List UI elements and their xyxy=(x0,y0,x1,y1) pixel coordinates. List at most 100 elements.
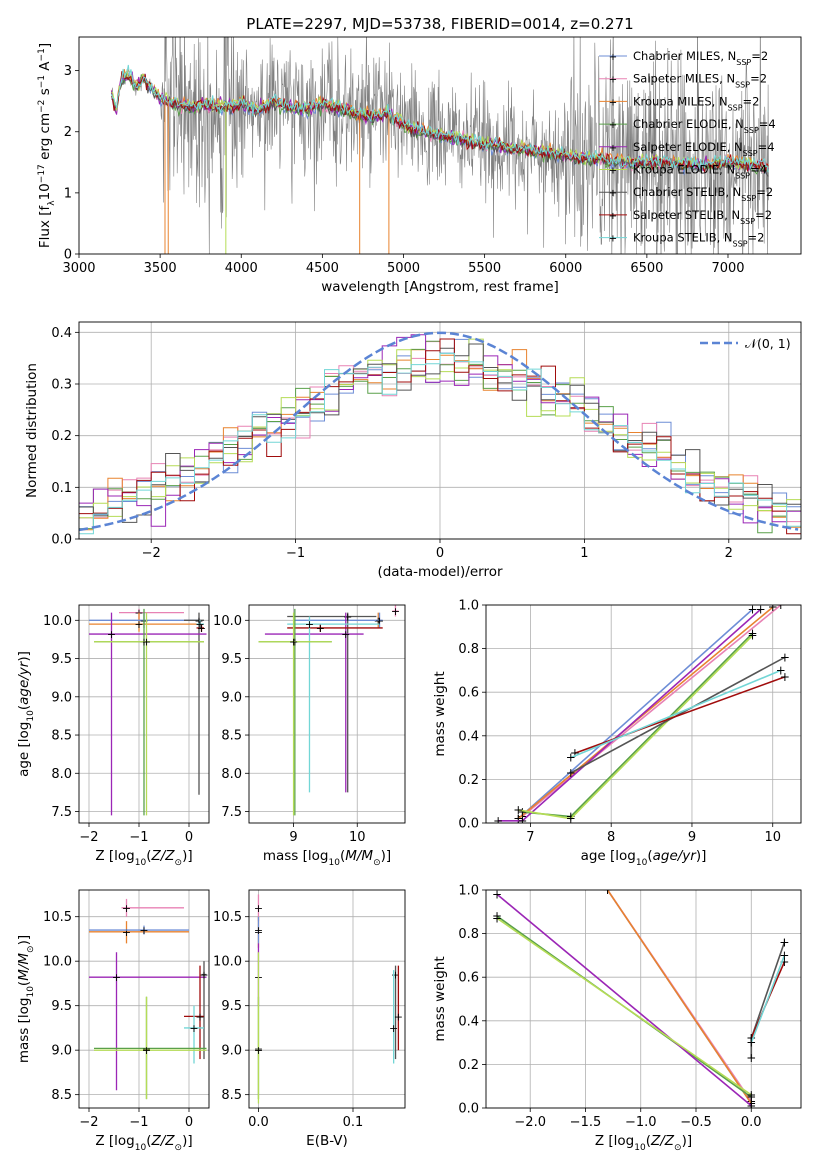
label-part: )] xyxy=(16,935,32,946)
x-tick-label: 2 xyxy=(725,546,733,561)
legend-model-name: Kroupa STELIB, N xyxy=(633,231,733,245)
y-tick-label: 1.0 xyxy=(458,599,479,614)
mass-weight-marker: + xyxy=(513,803,523,817)
data-point-marker: + xyxy=(142,636,151,649)
age-z-y-label: age [log10(age/yr)] xyxy=(16,651,36,777)
residual-plot xyxy=(79,331,801,535)
x-tick-label: −0.5 xyxy=(680,1115,712,1130)
legend-marker: + xyxy=(609,188,617,199)
label-part: age/yr xyxy=(653,848,698,864)
observed-spectrum xyxy=(111,37,769,254)
mw-z-x-label: Z [log10(Z/Z⊙)] xyxy=(595,1133,692,1153)
y-tick-label: 2 xyxy=(64,125,72,140)
label-part: 10 xyxy=(328,858,340,868)
mass-weight-marker: + xyxy=(517,805,527,819)
label-part: M/M xyxy=(345,848,373,864)
mass-weight-marker: + xyxy=(780,650,790,664)
x-tick-label: −2.0 xyxy=(514,1115,546,1130)
y-tick-label: 8.5 xyxy=(221,1088,242,1103)
label-part: Z/Z xyxy=(650,1133,675,1149)
x-tick-label: 3500 xyxy=(144,261,177,276)
label-part: ( xyxy=(16,705,32,710)
legend-nssp: =2 xyxy=(743,94,760,108)
label-part: −2 xyxy=(37,100,47,113)
label-part: 10 xyxy=(634,1143,646,1153)
mass-z-x-label: Z [log10(Z/Z⊙)] xyxy=(95,1133,192,1153)
mass-weight-marker: + xyxy=(779,935,789,949)
x-tick-label: 1 xyxy=(580,546,588,561)
mass-weight-line xyxy=(496,917,752,1096)
legend-model-name: Salpeter MILES, N xyxy=(633,72,735,86)
mass-weight-line xyxy=(517,608,754,820)
mass-weight-marker: + xyxy=(779,935,789,949)
data-point-marker: + xyxy=(254,924,263,937)
label-part: ( xyxy=(16,981,32,986)
y-tick-label: 9.5 xyxy=(51,999,72,1014)
mass-weight-marker: + xyxy=(746,1031,756,1045)
legend-model-name: Kroupa ELODIE, N xyxy=(633,163,735,177)
age-mass-x-label: mass [log10(M/M⊙)] xyxy=(263,848,391,868)
legend-marker: + xyxy=(609,52,617,63)
y-tick-label: 8.0 xyxy=(221,767,242,782)
mass-weight-line xyxy=(570,669,782,759)
label-part: 10 xyxy=(636,858,648,868)
data-point-marker: + xyxy=(391,969,400,982)
x-tick-label: −1.5 xyxy=(570,1115,602,1130)
legend-label: Kroupa ELODIE, NSSP=4 xyxy=(633,163,767,181)
legend-model-name: Chabrier MILES, N xyxy=(633,49,736,63)
legend-subscript: SSP xyxy=(740,216,755,225)
mass-weight-marker: + xyxy=(779,948,789,962)
legend-nssp: =4 xyxy=(758,140,775,154)
axes-massweight_vs_age: 7 8 9 10 0.0 0.2 0.4 0.6 0.8 1.0 xyxy=(458,599,801,845)
x-tick-label: 7 xyxy=(526,830,534,845)
mass-z-y-label: mass [log10(M/M⊙)] xyxy=(16,935,36,1063)
legend-label: Salpeter ELODIE, NSSP=4 xyxy=(633,140,775,158)
data-point-marker: + xyxy=(316,622,325,635)
label-part: Z/Z xyxy=(150,848,175,864)
data-point-marker: + xyxy=(139,924,148,937)
label-part: )] xyxy=(696,848,707,864)
residual-histogram xyxy=(79,352,801,535)
legend-label: Chabrier MILES, NSSP=2 xyxy=(633,49,768,67)
mass-weight-marker: + xyxy=(566,809,576,823)
mass-weight-marker: + xyxy=(492,887,502,901)
mass-weight-line xyxy=(518,634,754,820)
legend-subscript: SSP xyxy=(728,103,743,112)
data-point-marker: + xyxy=(391,605,400,618)
legend-nssp: =2 xyxy=(756,185,773,199)
y-tick-label: 0.2 xyxy=(458,773,479,788)
mass-weight-marker: + xyxy=(492,909,502,923)
model-spectrum xyxy=(110,64,769,173)
mass-ebv-x-label: E(B-V) xyxy=(306,1133,348,1149)
legend-marker: + xyxy=(609,234,617,245)
label-part: −1 xyxy=(37,75,47,88)
mass-weight-marker: + xyxy=(566,812,576,826)
spectrum-frame xyxy=(78,36,802,255)
axes-spectrum: 3000 3500 4000 4500 5000 5500 6000 6500 7000 0 1 2 3 xyxy=(62,64,744,276)
label-part: Z [log xyxy=(95,1133,134,1149)
x-tick-label: 3000 xyxy=(62,261,95,276)
mass-weight-marker: + xyxy=(756,602,766,616)
x-tick-label: 10 xyxy=(764,830,781,845)
legend-subscript: SSP xyxy=(735,171,750,180)
mass-weight-marker: + xyxy=(746,1097,756,1111)
label-part: )] xyxy=(182,1133,193,1149)
data-point-marker: + xyxy=(107,628,116,641)
residual-x-label: (data-model)/error xyxy=(377,564,503,580)
y-tick-label: 9.5 xyxy=(221,999,242,1014)
x-tick-label: 6500 xyxy=(630,261,663,276)
label-part: ( xyxy=(646,1133,651,1149)
mass-weight-marker: + xyxy=(517,814,527,828)
legend-marker: + xyxy=(609,97,617,108)
x-tick-label: −1 xyxy=(129,1115,148,1130)
x-tick-label: 0.1 xyxy=(343,1115,364,1130)
axes-massweight_vs_Z: −2.0 −1.5 −1.0 −0.5 0.0 0.0 0.2 0.4 0.6 0.8 1.0 xyxy=(458,884,801,1130)
y-tick-label: 0.0 xyxy=(51,533,72,548)
data-point-marker: + xyxy=(343,610,352,623)
y-tick-label: 3 xyxy=(64,64,72,79)
legend-marker: + xyxy=(609,75,617,86)
label-part: ⊙ xyxy=(175,1143,183,1153)
mass-weight-marker: + xyxy=(566,766,576,780)
y-tick-label: 1 xyxy=(64,186,72,201)
mass-weight-line xyxy=(521,605,782,818)
